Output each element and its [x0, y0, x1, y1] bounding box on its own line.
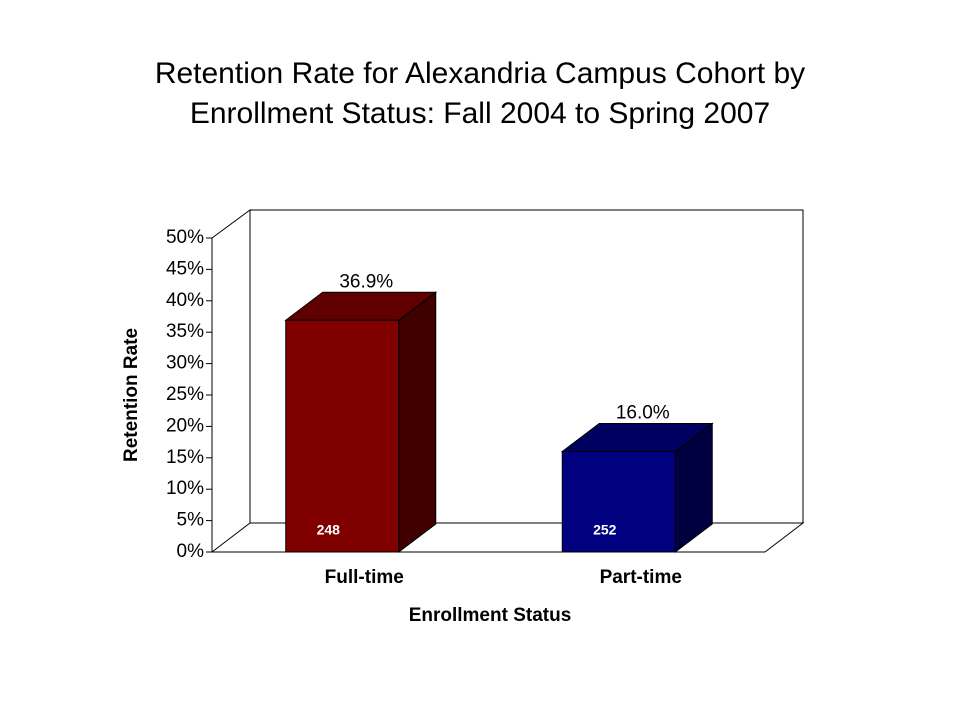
y-tick-label: 30% — [166, 353, 204, 374]
chart-title: Enrollment Status: Fall 2004 to Spring 2… — [190, 97, 770, 130]
y-tick-label: 15% — [166, 447, 204, 468]
y-tick-label: 35% — [166, 321, 204, 342]
y-tick-label: 50% — [166, 227, 204, 248]
y-tick-label: 10% — [166, 478, 204, 499]
bar — [561, 451, 676, 553]
value-label: 36.9% — [339, 271, 393, 292]
y-tick-label: 0% — [177, 541, 205, 562]
chart-title: Retention Rate for Alexandria Campus Coh… — [155, 57, 805, 90]
side-wall — [211, 209, 251, 553]
x-tick-label: Part-time — [600, 567, 682, 588]
y-axis-title: Retention Rate — [121, 328, 142, 462]
value-label: 16.0% — [616, 403, 670, 424]
y-tick-label: 5% — [177, 510, 205, 531]
y-tick-label: 20% — [166, 415, 204, 436]
bar — [285, 319, 400, 553]
count-label: 248 — [317, 522, 341, 538]
count-label: 252 — [593, 522, 617, 538]
bar-side — [398, 291, 437, 554]
x-tick-label: Full-time — [325, 567, 404, 588]
y-tick-label: 25% — [166, 384, 204, 405]
x-axis-title: Enrollment Status — [409, 605, 572, 626]
y-tick-label: 40% — [166, 290, 204, 311]
y-tick-label: 45% — [166, 258, 204, 279]
